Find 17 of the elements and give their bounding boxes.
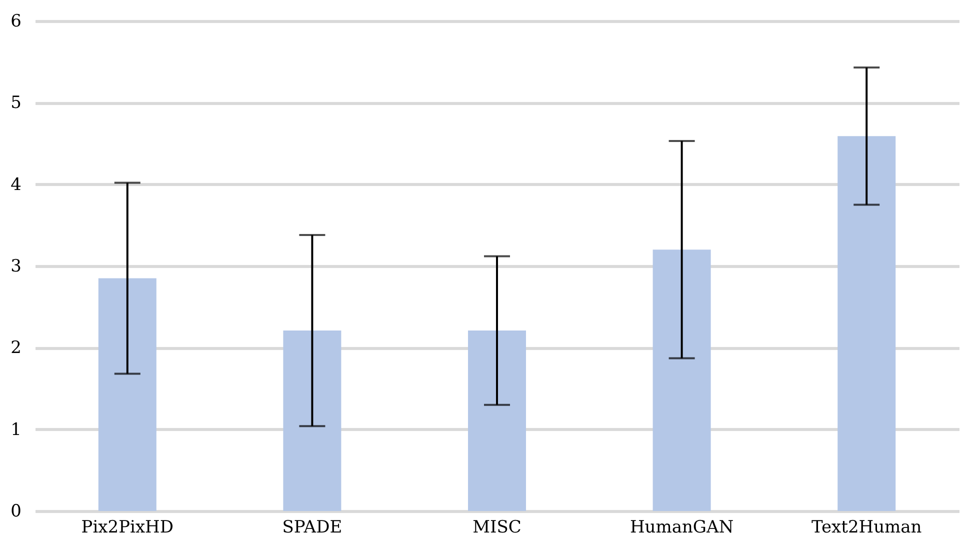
y-tick-label: 6 bbox=[10, 12, 22, 32]
x-tick-label: SPADE bbox=[282, 518, 342, 538]
y-tick-label: 1 bbox=[10, 420, 22, 440]
x-tick-label: Text2Human bbox=[811, 518, 922, 538]
x-tick-label: MISC bbox=[472, 518, 522, 538]
bar bbox=[98, 278, 156, 511]
y-tick-label: 4 bbox=[10, 174, 22, 195]
y-tick-label: 2 bbox=[10, 338, 22, 358]
y-tick-label: 0 bbox=[10, 502, 22, 522]
bar bbox=[652, 250, 711, 511]
y-tick-label: 5 bbox=[10, 93, 22, 114]
y-tick-label: 3 bbox=[10, 256, 22, 276]
bar bbox=[468, 330, 526, 511]
bar bbox=[283, 330, 342, 511]
x-tick-label: HumanGAN bbox=[630, 518, 734, 538]
x-tick-label: Pix2PixHD bbox=[81, 518, 174, 538]
bar bbox=[838, 136, 896, 511]
